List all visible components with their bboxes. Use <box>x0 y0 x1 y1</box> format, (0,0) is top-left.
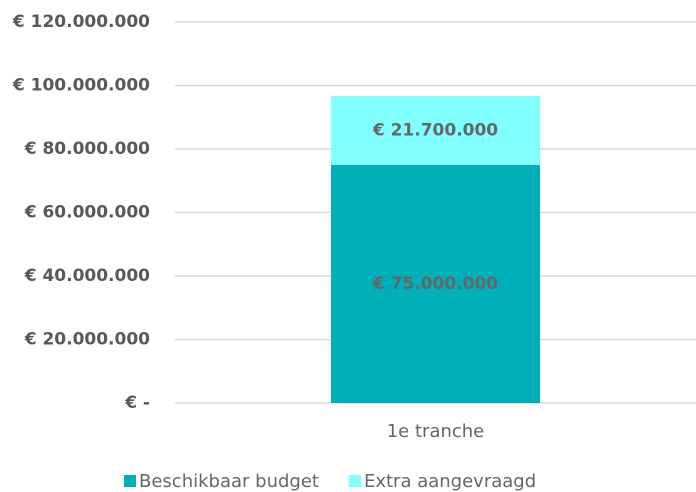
y-tick-label: € 20.000.000 <box>24 330 150 350</box>
y-tick-label: € 40.000.000 <box>24 266 150 286</box>
y-tick-label: € 100.000.000 <box>12 76 150 96</box>
y-tick-label: € 120.000.000 <box>12 12 150 32</box>
legend-label: Extra aangevraagd <box>364 471 536 492</box>
y-tick-label: € 80.000.000 <box>24 139 150 159</box>
data-label: € 21.700.000 <box>372 120 498 140</box>
y-tick-label: € - <box>124 393 150 413</box>
legend-label: Beschikbaar budget <box>139 471 319 492</box>
y-tick-label: € 60.000.000 <box>24 203 150 223</box>
legend-swatch <box>124 475 136 487</box>
bar-segment <box>331 95 540 165</box>
data-label: € 75.000.000 <box>372 274 498 294</box>
legend-swatch <box>348 475 361 487</box>
x-tick-label: 1e tranche <box>387 421 485 442</box>
bar-segment <box>331 164 540 403</box>
